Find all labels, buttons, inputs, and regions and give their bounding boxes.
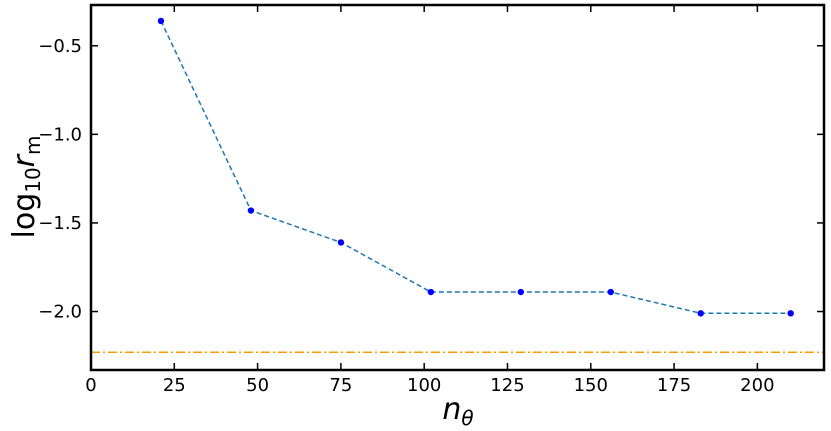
x-tick-label: 75	[329, 375, 352, 396]
data-point	[337, 239, 345, 246]
x-axis-label-subscript: θ	[461, 406, 473, 430]
y-axis-label: log10rm	[7, 135, 45, 238]
y-tick-label: −0.5	[38, 36, 82, 57]
x-tick-label: 0	[85, 375, 96, 396]
data-point	[787, 310, 794, 317]
axis-ticks: 0 25 50 75 100 125 150 175 200 −2.0 −1.5 −1.0 −0.5	[38, 5, 824, 396]
y-axis-label-variable-subscript: m	[21, 135, 45, 154]
y-axis-label-base: log	[7, 193, 42, 239]
series-line-layer	[160, 20, 791, 315]
y-tick-label: −1.0	[38, 124, 82, 145]
data-point	[247, 207, 255, 214]
y-tick-label: −1.5	[38, 213, 82, 234]
data-point	[517, 288, 525, 296]
x-tick-label: 175	[657, 375, 691, 396]
data-point	[607, 288, 614, 296]
x-tick-label: 200	[740, 375, 774, 396]
data-point	[697, 310, 704, 317]
x-tick-label: 150	[574, 375, 608, 396]
data-point	[427, 288, 435, 296]
y-axis-label-variable: r	[7, 153, 42, 167]
y-tick-label: −2.0	[38, 302, 82, 323]
data-point	[157, 17, 165, 25]
data-markers	[157, 17, 794, 317]
y-axis-label-subscript: 10	[21, 167, 45, 192]
x-tick-label: 125	[490, 375, 524, 396]
plot-frame	[89, 3, 826, 372]
x-axis-label: nθ	[442, 392, 473, 430]
x-axis-label-base: n	[442, 392, 461, 427]
series-line	[160, 20, 791, 315]
x-tick-label: 50	[246, 375, 269, 396]
x-tick-label: 25	[163, 375, 186, 396]
x-tick-label: 100	[407, 375, 441, 396]
